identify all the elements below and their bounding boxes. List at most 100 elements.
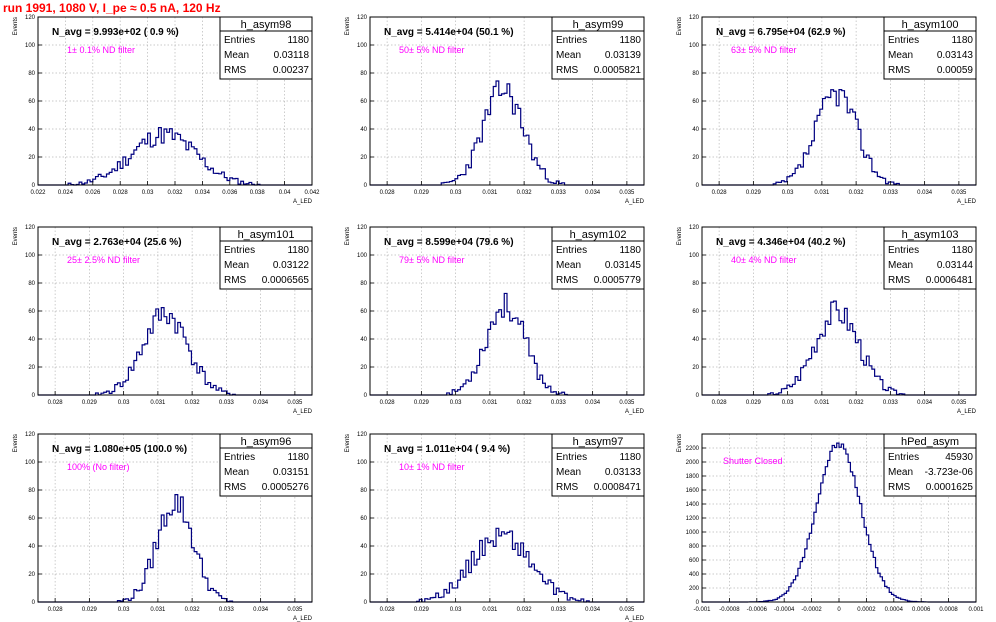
x-tick-label: 0.032 bbox=[167, 190, 183, 196]
x-tick-label: 0.028 bbox=[380, 607, 396, 613]
stats-value: 0.03122 bbox=[273, 260, 310, 271]
y-axis-title: Events bbox=[345, 17, 351, 35]
x-tick-label: 0.035 bbox=[951, 190, 967, 196]
x-tick-label: -0.0002 bbox=[801, 607, 822, 613]
y-tick-label: 80 bbox=[360, 71, 367, 77]
stats-value: 1180 bbox=[287, 452, 309, 463]
y-tick-label: 120 bbox=[357, 225, 368, 231]
y-tick-label: 20 bbox=[360, 365, 367, 371]
y-axis-title: Events bbox=[345, 227, 351, 245]
stats-label: RMS bbox=[556, 482, 579, 493]
histogram-panel-h_asym100: 0.028 0.029 0.03 0.031 0.032 0.033 0.034 0.035 0… bbox=[677, 15, 977, 205]
y-tick-label: 100 bbox=[689, 43, 700, 49]
y-tick-label: 20 bbox=[28, 365, 35, 371]
x-tick-label: 0.022 bbox=[30, 190, 46, 196]
x-tick-label: 0.03 bbox=[118, 400, 130, 406]
stats-value: 0.0005779 bbox=[594, 275, 642, 286]
stats-value: 45930 bbox=[945, 452, 973, 463]
x-tick-label: 0.029 bbox=[82, 607, 98, 613]
x-tick-label: 0.031 bbox=[814, 190, 830, 196]
y-axis-title: Events bbox=[13, 17, 19, 35]
stats-label: RMS bbox=[888, 65, 911, 76]
x-tick-label: 0.031 bbox=[814, 400, 830, 406]
y-tick-label: 600 bbox=[689, 558, 700, 564]
x-tick-label: 0.028 bbox=[48, 607, 64, 613]
x-tick-label: 0.035 bbox=[619, 190, 635, 196]
x-tick-label: 0.033 bbox=[551, 400, 567, 406]
stats-value: 1180 bbox=[951, 245, 973, 256]
x-tick-label: 0.031 bbox=[150, 400, 166, 406]
x-tick-label: 0.0006 bbox=[912, 607, 931, 613]
filter-annotation: 1± 0.1% ND filter bbox=[67, 45, 135, 55]
x-tick-label: 0.031 bbox=[482, 190, 498, 196]
x-tick-label: 0.026 bbox=[85, 190, 101, 196]
stats-label: Mean bbox=[224, 467, 249, 478]
histogram-name: h_asym101 bbox=[238, 229, 295, 241]
x-tick-label: 0.034 bbox=[195, 190, 211, 196]
y-tick-label: 120 bbox=[357, 432, 368, 438]
stats-value: 0.0006565 bbox=[262, 275, 310, 286]
y-tick-label: 20 bbox=[692, 365, 699, 371]
stats-box bbox=[219, 226, 313, 290]
stats-label: RMS bbox=[888, 482, 911, 493]
y-tick-label: 100 bbox=[357, 43, 368, 49]
y-tick-label: 0 bbox=[696, 600, 700, 606]
x-tick-label: 0.035 bbox=[287, 607, 303, 613]
stats-value: -3.723e-06 bbox=[925, 467, 974, 478]
x-tick-label: 0.033 bbox=[551, 607, 567, 613]
y-tick-label: 0 bbox=[364, 393, 368, 399]
filter-annotation: 10± 1% ND filter bbox=[399, 462, 464, 472]
y-axis-title: Events bbox=[13, 227, 19, 245]
x-tick-label: 0.033 bbox=[883, 400, 899, 406]
x-tick-label: 0.03 bbox=[782, 190, 794, 196]
y-tick-label: 1800 bbox=[686, 474, 700, 480]
histogram-name: h_asym102 bbox=[570, 229, 627, 241]
x-tick-label: 0.035 bbox=[287, 400, 303, 406]
x-tick-label: -0.0006 bbox=[747, 607, 768, 613]
x-tick-label: 0.04 bbox=[279, 190, 291, 196]
stats-value: 0.03118 bbox=[274, 50, 310, 61]
stats-label: Mean bbox=[556, 50, 581, 61]
stats-label: Entries bbox=[224, 35, 255, 46]
x-tick-label: 0.034 bbox=[253, 400, 269, 406]
x-tick-label: 0.034 bbox=[585, 607, 601, 613]
y-tick-label: 60 bbox=[28, 99, 35, 105]
histogram-navg-title: N_avg = 8.599e+04 (79.6 %) bbox=[384, 237, 514, 248]
x-tick-label: -0.0008 bbox=[719, 607, 740, 613]
x-tick-label: 0.028 bbox=[113, 190, 129, 196]
histogram-name: h_asym99 bbox=[573, 19, 624, 31]
stats-label: Mean bbox=[224, 50, 249, 61]
x-tick-label: 0.028 bbox=[712, 190, 728, 196]
x-axis-title: A_LED bbox=[625, 199, 645, 205]
stats-label: Mean bbox=[556, 467, 581, 478]
x-tick-label: 0.042 bbox=[304, 190, 320, 196]
stats-box bbox=[551, 16, 645, 80]
y-tick-label: 40 bbox=[28, 337, 35, 343]
histogram-panel-h_asym101: 0.028 0.029 0.03 0.031 0.032 0.033 0.034 0.035 0… bbox=[13, 225, 313, 415]
x-tick-label: 0.0002 bbox=[857, 607, 876, 613]
x-tick-label: 0.029 bbox=[82, 400, 98, 406]
y-tick-label: 40 bbox=[692, 127, 699, 133]
y-tick-label: 60 bbox=[28, 516, 35, 522]
stats-value: 1180 bbox=[287, 245, 309, 256]
x-tick-label: 0.001 bbox=[968, 607, 984, 613]
y-tick-label: 120 bbox=[689, 15, 700, 21]
stats-label: Entries bbox=[556, 35, 587, 46]
filter-annotation: 79± 5% ND filter bbox=[399, 255, 464, 265]
y-tick-label: 60 bbox=[692, 309, 699, 315]
y-axis-title: Events bbox=[345, 434, 351, 452]
x-axis-title: A_LED bbox=[625, 616, 645, 622]
stats-value: 0.0001625 bbox=[926, 482, 974, 493]
y-tick-label: 40 bbox=[692, 337, 699, 343]
stats-label: RMS bbox=[224, 65, 247, 76]
histogram-line bbox=[38, 307, 312, 396]
x-tick-label: -0.0004 bbox=[774, 607, 795, 613]
x-tick-label: -0.001 bbox=[693, 607, 711, 613]
x-tick-label: 0.024 bbox=[58, 190, 74, 196]
y-tick-label: 60 bbox=[692, 99, 699, 105]
page-title: run 1991, 1080 V, I_pe ≈ 0.5 nA, 120 Hz bbox=[3, 1, 221, 15]
stats-value: 0.03133 bbox=[605, 467, 642, 478]
y-tick-label: 1600 bbox=[686, 488, 700, 494]
stats-value: 0.00059 bbox=[937, 65, 974, 76]
